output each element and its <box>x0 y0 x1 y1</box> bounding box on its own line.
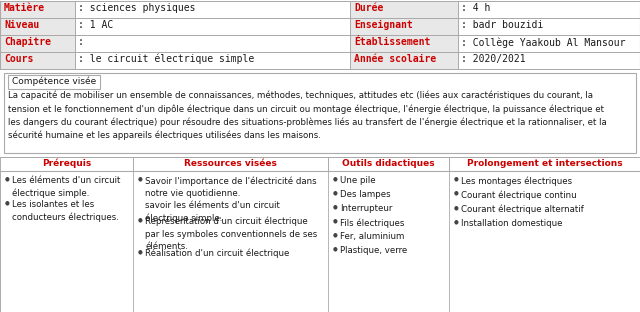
Text: Représentation d'un circuit électrique
par les symboles conventionnels de ses
él: Représentation d'un circuit électrique p… <box>145 217 317 251</box>
Text: Prérequis: Prérequis <box>42 159 91 168</box>
Text: Les éléments d'un circuit
électrique simple.: Les éléments d'un circuit électrique sim… <box>12 176 120 198</box>
Text: Établissement: Établissement <box>354 37 430 47</box>
Text: ●: ● <box>454 220 459 225</box>
Bar <box>8 75 100 89</box>
Bar <box>0 52 75 69</box>
Text: ●: ● <box>454 205 459 210</box>
Text: : 2020/2021: : 2020/2021 <box>461 54 525 64</box>
Text: Ressources visées: Ressources visées <box>184 159 277 168</box>
Text: Niveau: Niveau <box>4 20 39 30</box>
Text: Savoir l'importance de l'électricité dans
notre vie quotidienne.
savoir les élém: Savoir l'importance de l'électricité dan… <box>145 176 317 223</box>
Bar <box>0 157 640 312</box>
Text: Année scolaire: Année scolaire <box>354 54 436 64</box>
Bar <box>4 73 636 153</box>
Text: Fils électriques: Fils électriques <box>340 218 404 227</box>
Text: Outils didactiques: Outils didactiques <box>342 159 435 168</box>
Text: Courant électrique alternatif: Courant électrique alternatif <box>461 205 584 215</box>
Text: ●: ● <box>138 249 143 254</box>
Text: ●: ● <box>333 232 338 237</box>
Text: Les montages électriques: Les montages électriques <box>461 176 572 186</box>
Text: Des lampes: Des lampes <box>340 190 390 199</box>
Text: ●: ● <box>454 191 459 196</box>
Text: Plastique, verre: Plastique, verre <box>340 246 407 255</box>
Text: : Collège Yaakoub Al Mansour: : Collège Yaakoub Al Mansour <box>461 37 625 47</box>
Text: ●: ● <box>138 217 143 222</box>
Text: ●: ● <box>333 218 338 223</box>
Text: ●: ● <box>333 246 338 251</box>
Bar <box>0 35 75 52</box>
Text: Installation domestique: Installation domestique <box>461 220 563 228</box>
Text: Une pile: Une pile <box>340 176 376 185</box>
Text: Durée: Durée <box>354 3 383 13</box>
Text: : le circuit électrique simple: : le circuit électrique simple <box>78 54 254 65</box>
Text: Courant électrique continu: Courant électrique continu <box>461 191 577 200</box>
Text: ●: ● <box>333 176 338 181</box>
Bar <box>0 18 640 35</box>
Bar <box>350 18 458 35</box>
Text: ●: ● <box>333 190 338 195</box>
Text: La capacité de mobiliser un ensemble de connaissances, méthodes, techniques, att: La capacité de mobiliser un ensemble de … <box>8 91 607 140</box>
Bar <box>0 18 75 35</box>
Bar <box>0 1 75 18</box>
Text: : 4 h: : 4 h <box>461 3 490 13</box>
Text: :: : <box>78 37 84 47</box>
Text: ●: ● <box>5 176 10 181</box>
Text: ●: ● <box>138 176 143 181</box>
Bar <box>0 35 640 52</box>
Text: : 1 AC: : 1 AC <box>78 20 113 30</box>
Text: Interrupteur: Interrupteur <box>340 204 392 213</box>
Text: Cours: Cours <box>4 54 33 64</box>
Bar <box>0 157 133 171</box>
Text: Fer, aluminium: Fer, aluminium <box>340 232 404 241</box>
Bar <box>0 1 640 18</box>
Text: : sciences physiques: : sciences physiques <box>78 3 195 13</box>
Text: ●: ● <box>333 204 338 209</box>
Text: ●: ● <box>454 176 459 181</box>
Bar <box>0 52 640 69</box>
Bar <box>350 35 458 52</box>
Bar <box>449 157 640 171</box>
Text: : badr bouzidi: : badr bouzidi <box>461 20 543 30</box>
Text: Compétence visée: Compétence visée <box>12 76 96 85</box>
Text: Chapitre: Chapitre <box>4 37 51 47</box>
Text: Réalisation d'un circuit électrique: Réalisation d'un circuit électrique <box>145 249 289 259</box>
Bar <box>328 157 449 171</box>
Text: Matière: Matière <box>4 3 45 13</box>
Text: Prolongement et intersections: Prolongement et intersections <box>467 159 622 168</box>
Text: ●: ● <box>5 200 10 205</box>
Text: Les isolantes et les
conducteurs électriques.: Les isolantes et les conducteurs électri… <box>12 200 119 222</box>
Bar <box>350 1 458 18</box>
Bar <box>133 157 328 171</box>
Bar <box>350 52 458 69</box>
Text: Enseignant: Enseignant <box>354 20 413 30</box>
